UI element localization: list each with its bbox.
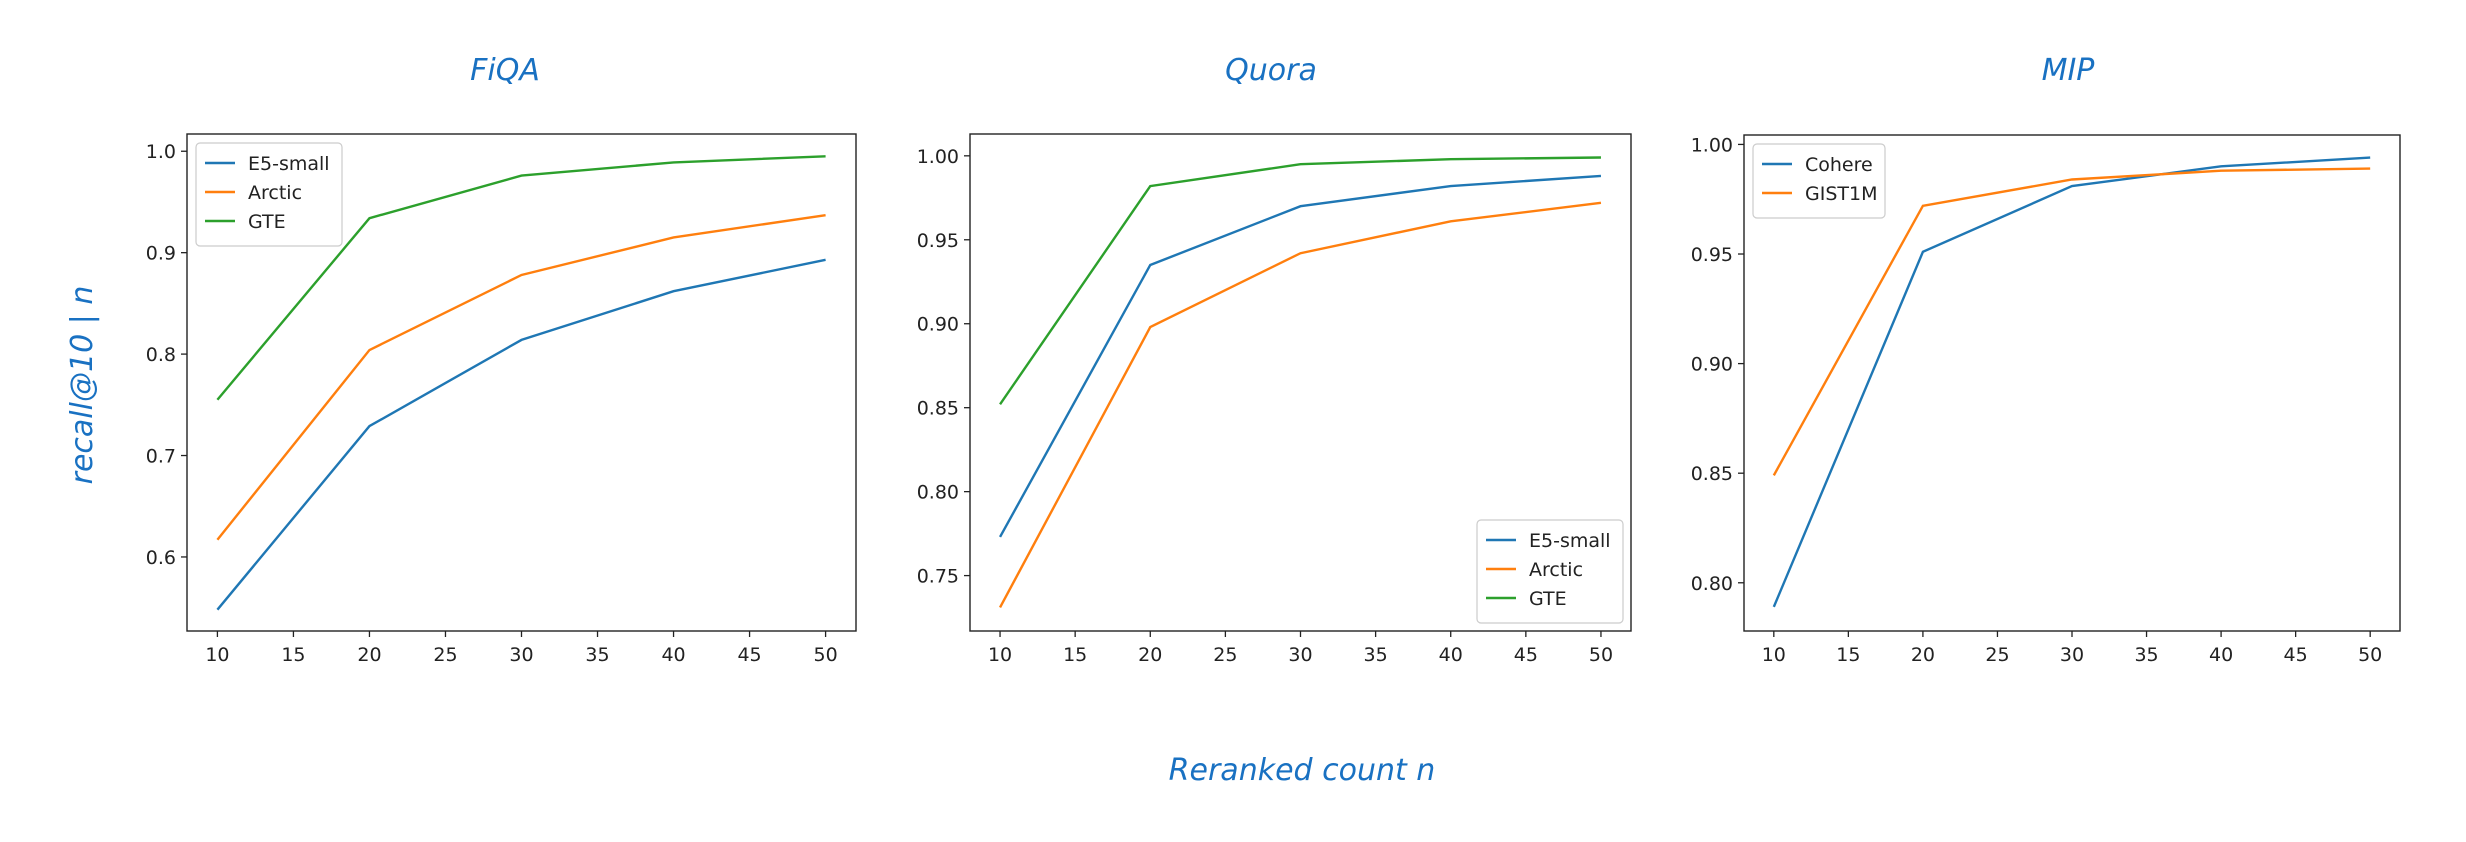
y-tick-label: 0.8: [146, 344, 176, 366]
series-line-gist1m: [1772, 167, 2371, 476]
y-tick-label: 0.95: [1691, 244, 1733, 266]
x-tick-label: 35: [1364, 644, 1388, 666]
x-tick-label: 50: [1589, 644, 1613, 666]
legend-label: Arctic: [248, 182, 302, 204]
legend-label: Arctic: [1529, 559, 1583, 581]
x-tick-label: 35: [585, 644, 609, 666]
series-line-cohere: [1772, 156, 2371, 608]
subplot-fiqa: FiQA 10 15 20 25 30 35 40 45 50 0.6 0.7 0.8 0.9 1.0 E5-…: [146, 53, 857, 666]
y-tick-label: 0.95: [917, 230, 959, 252]
legend-label: GTE: [248, 211, 286, 233]
y-tick-label: 0.9: [146, 243, 176, 265]
x-tick-label: 25: [433, 644, 457, 666]
x-tick-label: 15: [1063, 644, 1087, 666]
legend-label: GIST1M: [1805, 183, 1877, 205]
y-tick-label: 0.7: [146, 446, 176, 468]
x-axis-label: Reranked count n: [1169, 753, 1436, 788]
axes-frame: [1743, 134, 2401, 632]
y-axis-label: recall@10 | n: [65, 286, 100, 485]
y-tick-label: 1.0: [146, 141, 176, 163]
x-tick-label: 15: [1836, 644, 1860, 666]
x-tick-label: 45: [1514, 644, 1538, 666]
x-tick-label: 25: [1985, 644, 2009, 666]
y-tick-label: 0.85: [917, 398, 959, 420]
x-tick-label: 40: [1439, 644, 1463, 666]
subplot-quora: Quora 10 15 20 25 30 35 40 45 50 0.75 0.80 0.85 0.90 0…: [917, 53, 1632, 666]
series-line-e5-small: [216, 258, 826, 611]
series-line-e5-small: [998, 174, 1602, 538]
x-tick-label: 50: [2358, 644, 2382, 666]
y-tick-label: 0.90: [1691, 354, 1733, 376]
x-tick-label: 10: [205, 644, 229, 666]
x-tick-label: 30: [1288, 644, 1312, 666]
axes-frame: [186, 133, 857, 632]
y-tick-label: 0.85: [1691, 463, 1733, 485]
subplot-title: MIP: [2042, 53, 2096, 88]
x-tick-label: 45: [2284, 644, 2308, 666]
y-tick-label: 0.75: [917, 566, 959, 588]
series-line-gte: [999, 156, 1601, 406]
x-tick-label: 35: [2134, 644, 2158, 666]
x-tick-label: 20: [1138, 644, 1162, 666]
x-tick-label: 45: [737, 644, 761, 666]
legend: E5-small Arctic GTE: [1476, 519, 1624, 624]
axes-frame: [969, 133, 1632, 632]
legend: E5-small Arctic GTE: [195, 142, 343, 247]
subplot-mip: MIP 10 15 20 25 30 35 40 45 50 0.80 0.85 0.90 0.95 1.0…: [1691, 53, 2401, 666]
legend: Cohere GIST1M: [1752, 143, 1886, 219]
series-line-gte: [216, 155, 826, 401]
legend-label: E5-small: [248, 153, 330, 175]
x-tick-label: 40: [2209, 644, 2233, 666]
x-tick-label: 30: [2060, 644, 2084, 666]
legend-label: Cohere: [1805, 154, 1873, 176]
y-tick-label: 1.00: [917, 146, 959, 168]
x-tick-label: 15: [281, 644, 305, 666]
x-tick-label: 50: [813, 644, 837, 666]
subplot-title: FiQA: [470, 53, 540, 88]
series-line-arctic: [998, 201, 1602, 609]
y-tick-label: 1.00: [1691, 134, 1733, 156]
x-tick-label: 30: [509, 644, 533, 666]
x-tick-label: 20: [1911, 644, 1935, 666]
subplot-title: Quora: [1225, 53, 1317, 88]
legend-label: GTE: [1529, 588, 1567, 610]
x-tick-label: 20: [357, 644, 381, 666]
y-tick-label: 0.80: [917, 482, 959, 504]
y-tick-label: 0.90: [917, 314, 959, 336]
series-line-arctic: [216, 213, 826, 541]
legend-box: [1752, 143, 1886, 219]
y-tick-label: 0.6: [146, 547, 176, 569]
legend-label: E5-small: [1529, 530, 1611, 552]
x-tick-label: 10: [988, 644, 1012, 666]
x-tick-label: 40: [661, 644, 685, 666]
y-tick-label: 0.80: [1691, 573, 1733, 595]
x-tick-label: 25: [1213, 644, 1237, 666]
x-tick-label: 10: [1762, 644, 1786, 666]
